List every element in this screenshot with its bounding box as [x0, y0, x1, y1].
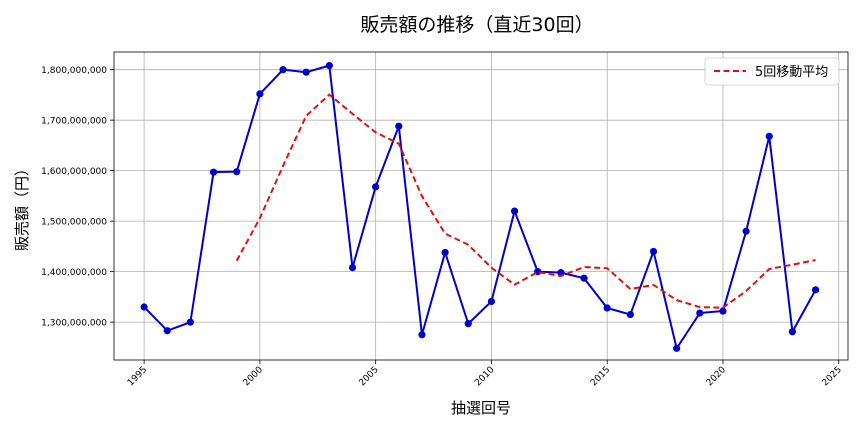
sales-data-point	[302, 68, 310, 76]
sales-data-point	[256, 90, 264, 98]
y-tick-label: 1,300,000,000	[41, 319, 107, 329]
sales-data-point	[696, 309, 704, 317]
sales-data-point	[788, 328, 797, 336]
sales-data-point	[765, 132, 773, 140]
y-tick-label: 1,500,000,000	[41, 218, 107, 228]
legend-box	[704, 57, 840, 86]
sales-data-point	[186, 318, 195, 326]
sales-data-point	[140, 303, 148, 311]
sales-data-point	[233, 168, 241, 176]
sales-data-point	[348, 264, 357, 272]
sales-data-point	[580, 274, 588, 282]
chart-title: 販売額の推移（直近30回）	[360, 14, 593, 36]
sales-data-point	[209, 168, 218, 176]
sales-data-point	[395, 122, 403, 130]
series-layer	[140, 62, 820, 352]
legend-moving-average-label: 5回移動平均	[755, 65, 828, 80]
sales-data-point	[626, 310, 634, 319]
sales-data-point	[163, 327, 171, 335]
sales-data-point	[811, 286, 820, 294]
legend: 5回移動平均	[704, 57, 840, 86]
sales-data-point	[510, 207, 519, 215]
sales-data-point	[418, 331, 426, 339]
moving-average-series-line	[235, 93, 816, 309]
sales-data-point	[603, 304, 611, 312]
sales-data-point	[719, 307, 727, 315]
y-tick-label: 1,400,000,000	[41, 268, 107, 278]
y-tick-label: 1,700,000,000	[41, 117, 107, 127]
sales-data-point	[325, 62, 333, 70]
y-tick-label: 1,800,000,000	[41, 66, 107, 76]
sales-data-point	[673, 344, 681, 352]
sales-data-point	[464, 320, 472, 328]
sales-data-point	[742, 227, 750, 235]
x-axis-label: 抽選回号	[451, 399, 511, 417]
sales-data-point	[649, 247, 658, 256]
sales-data-point	[441, 248, 449, 257]
y-tick-label: 1,600,000,000	[41, 167, 107, 177]
plot-frame	[113, 51, 849, 361]
sales-data-point	[487, 297, 496, 306]
sales-series-line	[143, 64, 817, 350]
sales-data-point	[279, 66, 287, 74]
sales-data-point	[372, 183, 380, 191]
y-axis-label: 販売額（円）	[13, 161, 31, 251]
